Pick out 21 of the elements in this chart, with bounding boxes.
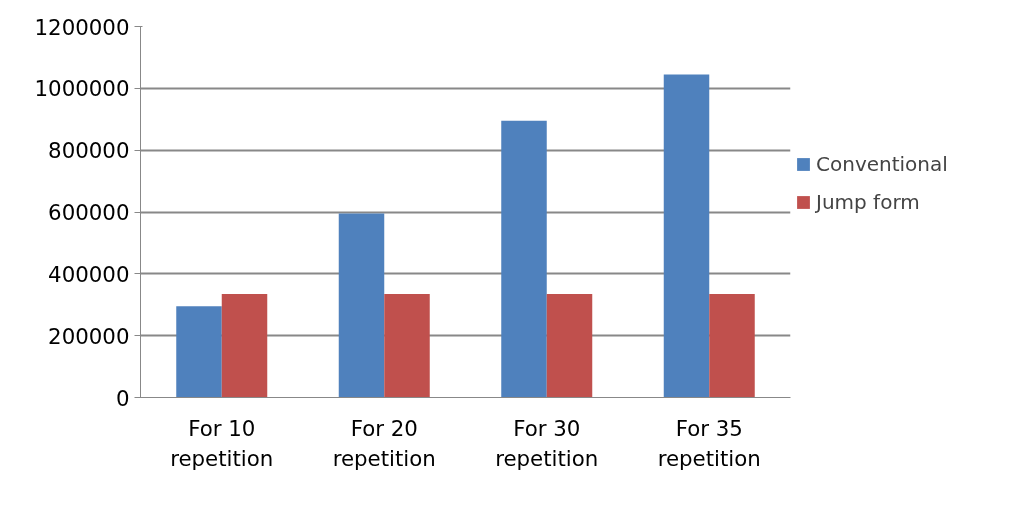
bar bbox=[338, 213, 385, 398]
bar bbox=[501, 120, 547, 398]
y-tick-label: 600000 bbox=[48, 200, 130, 225]
bar bbox=[663, 74, 710, 398]
bar bbox=[221, 293, 268, 398]
bar bbox=[176, 306, 222, 398]
y-tick-label: 400000 bbox=[48, 261, 130, 287]
legend-label: Conventional bbox=[816, 152, 948, 176]
x-tick-label: For 20 repetition bbox=[332, 415, 436, 471]
y-tick-label: 1200000 bbox=[34, 14, 130, 40]
y-tick-label: 0 bbox=[115, 385, 130, 411]
y-tick-label: 200000 bbox=[48, 323, 130, 349]
x-tick-label: For 35 repetition bbox=[657, 415, 761, 471]
bar bbox=[384, 293, 430, 398]
x-tick-label: For 10 repetition bbox=[170, 415, 274, 471]
y-tick-label: 800000 bbox=[48, 138, 130, 164]
y-tick-label: 1000000 bbox=[34, 76, 130, 102]
x-tick-label: For 30 repetition bbox=[495, 415, 599, 471]
bar bbox=[546, 293, 593, 398]
legend-label: Jump form bbox=[816, 190, 920, 214]
bar bbox=[709, 293, 755, 398]
